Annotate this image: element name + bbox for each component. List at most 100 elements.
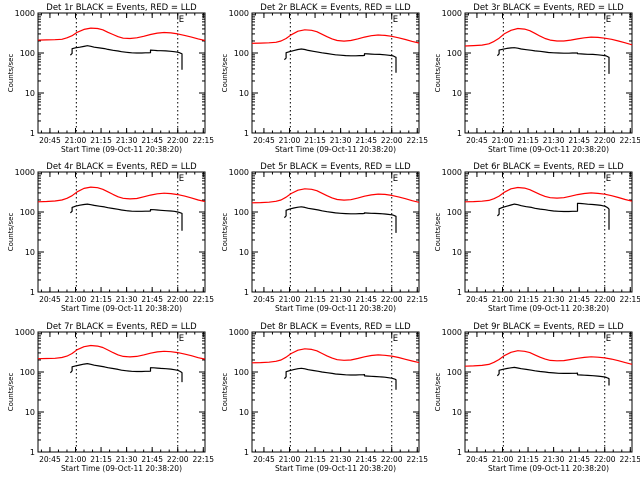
x-tick-label: 21:00: [492, 295, 514, 304]
y-tick-label: 1: [30, 448, 35, 457]
y-tick-label: 1: [457, 129, 462, 138]
x-tick-label: 21:15: [517, 455, 539, 464]
y-axis-label: Counts/sec: [221, 213, 229, 252]
x-tick-label: 21:45: [355, 295, 377, 304]
x-tick-label: 22:15: [406, 295, 428, 304]
plot-frame: [37, 12, 206, 134]
x-tick-label: 22:15: [406, 455, 428, 464]
series-line-events: [69, 363, 183, 383]
series-line-events: [69, 45, 183, 70]
x-tick-label: 22:15: [192, 136, 214, 145]
y-tick-label: 1: [30, 288, 35, 297]
y-tick-label: 100: [234, 49, 249, 58]
vertical-marker-label: E: [393, 15, 398, 25]
vertical-marker-label: E: [179, 334, 184, 344]
x-axis-label: Start Time (09-Oct-11 20:38:20): [61, 464, 182, 473]
x-tick-label: 21:45: [568, 295, 590, 304]
x-tick-label: 20:45: [39, 295, 61, 304]
series-line-events: [283, 367, 397, 390]
x-tick-label: 21:45: [355, 455, 377, 464]
x-tick-label: 22:00: [381, 295, 403, 304]
y-axis-label: Counts/sec: [221, 54, 229, 93]
x-tick-label: 21:45: [355, 136, 377, 145]
y-tick-label: 1: [30, 129, 35, 138]
series-line-events: [496, 202, 610, 230]
y-tick-label: 100: [20, 368, 35, 377]
x-tick-label: 20:45: [466, 455, 488, 464]
x-axis-label: Start Time (09-Oct-11 20:38:20): [275, 304, 396, 313]
y-tick-label: 1000: [442, 168, 462, 177]
y-tick-label: 1000: [442, 9, 462, 18]
y-tick-label: 1000: [229, 9, 249, 18]
y-tick-label: 10: [239, 408, 249, 417]
series-line-events: [69, 203, 183, 231]
x-axis-label: Start Time (09-Oct-11 20:38:20): [488, 464, 609, 473]
x-tick-label: 21:30: [116, 136, 138, 145]
y-tick-label: 1000: [15, 328, 35, 337]
x-tick-label: 22:15: [619, 455, 640, 464]
x-tick-label: 22:15: [619, 136, 640, 145]
x-tick-label: 21:15: [90, 295, 112, 304]
x-axis-label: Start Time (09-Oct-11 20:38:20): [275, 464, 396, 473]
x-axis-label: Start Time (09-Oct-11 20:38:20): [61, 304, 182, 313]
x-tick-label: 20:45: [466, 295, 488, 304]
panel-det-7r: Det 7r BLACK = Events, RED = LLD 1 10 100 10…: [7, 322, 214, 473]
x-tick-label: 21:00: [65, 136, 87, 145]
panel-det-2r: Det 2r BLACK = Events, RED = LLD 1 10 100 10…: [221, 3, 428, 154]
y-tick-label: 1000: [229, 168, 249, 177]
panel-det-4r: Det 4r BLACK = Events, RED = LLD 1 10 100 10…: [7, 162, 214, 313]
series-line-lld: [464, 186, 633, 203]
y-tick-label: 1: [244, 129, 249, 138]
x-tick-label: 21:30: [543, 295, 565, 304]
panel-title: Det 6r BLACK = Events, RED = LLD: [473, 162, 624, 172]
x-tick-label: 22:15: [192, 295, 214, 304]
y-tick-label: 10: [239, 89, 249, 98]
x-tick-label: 22:15: [619, 295, 640, 304]
y-tick-label: 1: [457, 448, 462, 457]
x-tick-label: 21:30: [330, 136, 352, 145]
y-tick-label: 1000: [442, 328, 462, 337]
plot-frame: [464, 171, 633, 293]
y-axis-label: Counts/sec: [434, 373, 442, 412]
panel-title: Det 2r BLACK = Events, RED = LLD: [260, 3, 411, 13]
plot-frame: [251, 12, 420, 134]
y-tick-label: 1: [244, 288, 249, 297]
y-tick-label: 10: [25, 408, 35, 417]
plot-frame: [37, 331, 206, 453]
x-tick-label: 22:00: [167, 455, 189, 464]
x-tick-label: 21:45: [141, 455, 163, 464]
panel-title: Det 5r BLACK = Events, RED = LLD: [260, 162, 411, 172]
x-tick-label: 21:15: [90, 136, 112, 145]
panel-det-3r: Det 3r BLACK = Events, RED = LLD 1 10 100 10…: [434, 3, 640, 154]
x-axis-label: Start Time (09-Oct-11 20:38:20): [61, 145, 182, 154]
vertical-marker-label: E: [393, 334, 398, 344]
y-tick-label: 1000: [15, 9, 35, 18]
y-tick-label: 1: [457, 288, 462, 297]
panel-title: Det 3r BLACK = Events, RED = LLD: [473, 3, 624, 13]
vertical-marker-label: E: [606, 334, 611, 344]
x-tick-label: 22:00: [594, 136, 616, 145]
series-line-events: [496, 47, 610, 74]
x-tick-label: 21:15: [517, 136, 539, 145]
x-tick-label: 21:30: [116, 295, 138, 304]
y-tick-label: 100: [20, 208, 35, 217]
x-tick-label: 22:00: [167, 136, 189, 145]
series-line-lld: [37, 344, 206, 360]
y-tick-label: 100: [20, 49, 35, 58]
plot-frame: [464, 331, 633, 453]
x-tick-label: 22:00: [167, 295, 189, 304]
x-tick-label: 21:15: [90, 455, 112, 464]
x-tick-label: 22:15: [192, 455, 214, 464]
x-tick-label: 21:45: [568, 136, 590, 145]
panel-title: Det 1r BLACK = Events, RED = LLD: [46, 3, 197, 13]
panel-det-8r: Det 8r BLACK = Events, RED = LLD 1 10 100 10…: [221, 322, 428, 473]
x-tick-label: 21:00: [492, 136, 514, 145]
panel-title: Det 9r BLACK = Events, RED = LLD: [473, 322, 624, 332]
y-tick-label: 100: [447, 49, 462, 58]
series-line-events: [283, 206, 397, 233]
x-tick-label: 21:00: [492, 455, 514, 464]
x-axis-label: Start Time (09-Oct-11 20:38:20): [275, 145, 396, 154]
y-axis-label: Counts/sec: [7, 54, 15, 93]
plot-frame: [37, 171, 206, 293]
